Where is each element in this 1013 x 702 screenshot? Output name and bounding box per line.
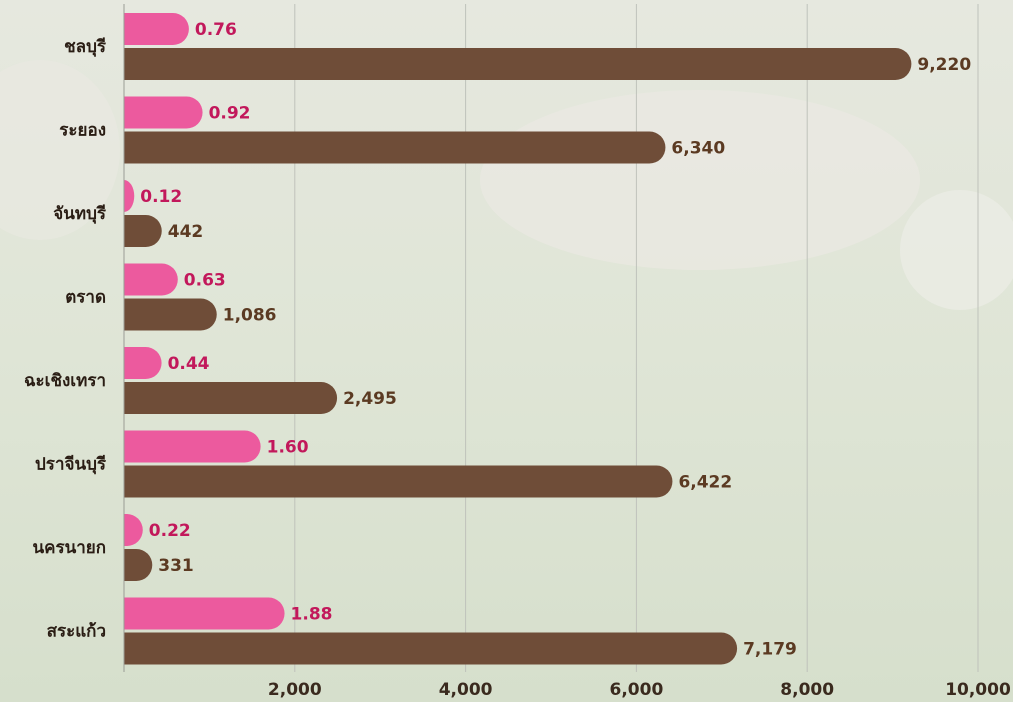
bar — [124, 180, 135, 212]
y-tick-label: ตราด — [65, 288, 106, 308]
bar — [124, 131, 666, 164]
data-label: 331 — [158, 556, 194, 576]
bar — [124, 430, 261, 463]
y-tick-label: จันทบุรี — [53, 203, 107, 224]
x-tick-label: 6,000 — [610, 680, 664, 700]
bar — [124, 96, 203, 129]
x-tick-label: 10,000 — [945, 680, 1011, 700]
bar — [124, 13, 189, 45]
data-label: 6,340 — [671, 139, 725, 159]
x-tick-label: 2,000 — [268, 680, 322, 700]
y-tick-label: ฉะเชิงเทรา — [24, 371, 106, 391]
data-label: 0.92 — [209, 104, 251, 124]
background-sheep — [900, 190, 1013, 310]
data-label: 9,220 — [917, 55, 971, 75]
data-label: 0.76 — [195, 20, 237, 40]
background-sheep — [480, 90, 920, 270]
bar — [124, 263, 178, 296]
data-label: 442 — [168, 222, 204, 242]
y-tick-label: ปราจีนบุรี — [35, 454, 107, 475]
y-tick-label: ชลบุรี — [64, 36, 107, 57]
bar — [124, 549, 153, 581]
bar — [124, 632, 738, 665]
background-sheep — [0, 60, 120, 240]
bar — [124, 298, 217, 331]
data-label: 1.88 — [291, 605, 333, 625]
data-label: 0.44 — [168, 354, 210, 374]
data-label: 1.60 — [267, 438, 309, 458]
bar — [124, 597, 285, 630]
bar — [124, 347, 162, 379]
data-label: 0.22 — [149, 521, 191, 541]
data-label: 0.63 — [184, 271, 226, 291]
data-label: 1,086 — [223, 306, 277, 326]
x-tick-label: 4,000 — [439, 680, 493, 700]
data-label: 6,422 — [678, 473, 732, 493]
bar — [124, 48, 912, 80]
data-label: 2,495 — [343, 389, 397, 409]
bar — [124, 465, 673, 498]
bar — [124, 215, 162, 247]
y-tick-label: ระยอง — [59, 121, 106, 141]
y-tick-label: นครนายก — [32, 538, 106, 558]
bar — [124, 514, 143, 546]
x-tick-label: 8,000 — [780, 680, 834, 700]
data-label: 0.12 — [140, 187, 182, 207]
bar — [124, 382, 338, 414]
y-tick-label: สระแก้ว — [47, 622, 106, 642]
data-label: 7,179 — [743, 640, 797, 660]
